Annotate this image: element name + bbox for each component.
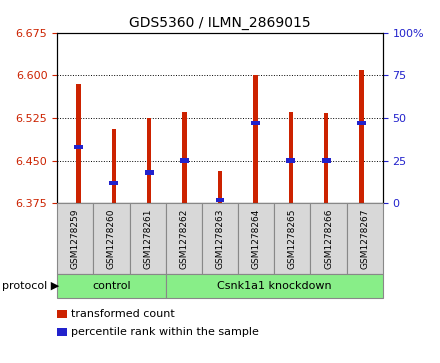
Text: GSM1278262: GSM1278262 — [180, 208, 188, 269]
Bar — [357, 121, 366, 125]
Text: GSM1278263: GSM1278263 — [216, 208, 224, 269]
Text: Csnk1a1 knockdown: Csnk1a1 knockdown — [217, 281, 332, 291]
Text: control: control — [92, 281, 131, 291]
Text: transformed count: transformed count — [71, 309, 175, 319]
Text: GSM1278264: GSM1278264 — [252, 208, 260, 269]
Bar — [218, 171, 222, 203]
Text: GSM1278261: GSM1278261 — [143, 208, 152, 269]
Bar — [216, 197, 224, 202]
Text: GSM1278267: GSM1278267 — [360, 208, 369, 269]
Bar — [145, 170, 154, 175]
Text: protocol ▶: protocol ▶ — [2, 281, 59, 291]
Bar — [76, 84, 81, 203]
Bar — [180, 158, 189, 163]
Bar — [251, 121, 260, 125]
Bar — [147, 118, 151, 203]
Title: GDS5360 / ILMN_2869015: GDS5360 / ILMN_2869015 — [129, 16, 311, 30]
Bar — [289, 112, 293, 203]
Bar — [324, 113, 328, 203]
Text: percentile rank within the sample: percentile rank within the sample — [71, 327, 259, 337]
Bar — [253, 75, 257, 203]
Text: GSM1278265: GSM1278265 — [288, 208, 297, 269]
Text: GSM1278259: GSM1278259 — [71, 208, 80, 269]
Bar — [112, 129, 116, 203]
Text: GSM1278260: GSM1278260 — [107, 208, 116, 269]
Bar — [183, 112, 187, 203]
Text: GSM1278266: GSM1278266 — [324, 208, 333, 269]
Bar — [322, 158, 330, 163]
Bar — [74, 145, 83, 149]
Bar — [286, 158, 295, 163]
Bar — [110, 180, 118, 185]
Bar — [359, 70, 364, 203]
